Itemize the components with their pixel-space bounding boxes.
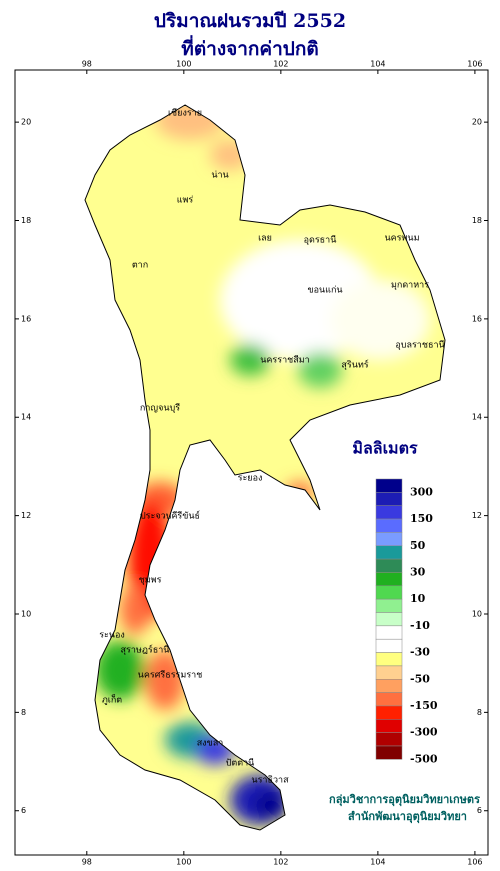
y-tick-label: 8 (21, 708, 26, 717)
legend-swatch (375, 625, 403, 640)
place-label: ระยอง (238, 474, 263, 484)
legend-swatch (375, 585, 403, 600)
legend-swatch (375, 705, 403, 720)
legend-swatch (375, 612, 403, 627)
place-label: ชุมพร (139, 576, 162, 586)
legend-swatch (375, 732, 403, 747)
place-label: สงขลา (197, 739, 224, 749)
legend-swatch (375, 518, 403, 533)
legend-swatch (375, 492, 403, 506)
x-tick-label: 104 (370, 858, 385, 867)
place-label: ประจวบคีรีขันธ์ (140, 510, 200, 522)
legend-label: -30 (410, 646, 430, 659)
place-label: มุกดาหาร (391, 281, 429, 291)
y-tick-label: 10 (472, 609, 482, 618)
place-label: ขอนแก่น (307, 286, 342, 296)
y-tick-label: 8 (477, 708, 482, 717)
place-label: นครราชสีมา (260, 355, 309, 366)
y-tick-label: 14 (21, 413, 31, 422)
y-tick-label: 18 (21, 216, 31, 225)
y-tick-label: 12 (21, 511, 31, 520)
legend-swatch (375, 719, 403, 733)
place-label: เลย (258, 234, 272, 244)
x-tick-label: 104 (370, 60, 385, 69)
legend-swatch (375, 665, 403, 680)
legend-swatch (375, 478, 403, 493)
legend-swatch (375, 545, 403, 560)
legend-label: -500 (410, 752, 438, 765)
legend-label: 30 (410, 565, 426, 578)
legend-swatch (375, 692, 403, 707)
legend-label: 10 (410, 592, 426, 605)
x-tick-label: 106 (467, 858, 482, 867)
legend-swatch (375, 745, 403, 760)
place-label: ระนอง (99, 631, 125, 641)
legend-label: -150 (410, 699, 438, 712)
place-label: น่าน (211, 171, 228, 181)
legend-swatch (375, 532, 403, 547)
place-label: นราธิวาส (251, 775, 289, 786)
legend-swatch (375, 638, 403, 653)
place-label: อุบลราชธานี (395, 340, 444, 351)
place-label: กาญจนบุรี (140, 403, 180, 414)
title: ปริมาณฝนรวมปี 2552 (154, 10, 346, 32)
x-tick-label: 100 (176, 60, 191, 69)
legend-swatch (375, 505, 403, 520)
legend-swatch (375, 679, 403, 693)
legend-label: -300 (410, 726, 438, 739)
y-tick-label: 16 (472, 314, 482, 323)
y-tick-label: 6 (21, 806, 26, 815)
legend-label: 300 (410, 485, 433, 498)
y-tick-label: 14 (472, 413, 482, 422)
legend-swatch (375, 652, 403, 667)
credit: กลุ่มวิชาการอุตุนิยมวิทยาเกษตร (329, 793, 480, 807)
legend-label: 50 (410, 539, 426, 552)
x-tick-label: 102 (273, 858, 288, 867)
legend-label: 150 (410, 512, 433, 525)
legend-swatch (375, 572, 403, 587)
place-label: ตาก (132, 261, 148, 271)
place-label: อุดรธานี (304, 235, 337, 246)
y-tick-label: 20 (21, 118, 31, 127)
x-tick-label: 98 (82, 858, 92, 867)
legend-swatch (375, 558, 403, 573)
country-outline (84, 104, 446, 831)
legend-label: -50 (410, 672, 430, 685)
place-label: สุรินทร์ (341, 359, 368, 371)
legend-title: มิลลิเมตร (352, 439, 418, 458)
x-tick-label: 102 (273, 60, 288, 69)
x-tick-label: 106 (467, 60, 482, 69)
place-label: นครพนม (384, 234, 419, 244)
y-tick-label: 18 (472, 216, 482, 225)
place-label: เชียงราย (168, 108, 202, 119)
y-tick-label: 12 (472, 511, 482, 520)
subtitle: ที่ต่างจากค่าปกติ (181, 35, 318, 60)
credit: สำนักพัฒนาอุตุนิยมวิทยา (348, 810, 467, 824)
x-tick-label: 100 (176, 858, 191, 867)
place-label: นครศรีธรรมราช (138, 670, 203, 681)
place-label: ภูเก็ต (102, 693, 122, 706)
place-label: สุราษฎร์ธานี (121, 644, 170, 656)
y-tick-label: 20 (472, 118, 482, 127)
place-label: แพร่ (177, 196, 194, 206)
place-label: ปัตตานี (226, 758, 255, 769)
y-tick-label: 10 (21, 609, 31, 618)
legend-swatch (375, 598, 403, 613)
y-tick-label: 16 (21, 314, 31, 323)
legend-label: -10 (410, 619, 430, 632)
x-tick-label: 98 (82, 60, 92, 69)
y-tick-label: 6 (477, 806, 482, 815)
